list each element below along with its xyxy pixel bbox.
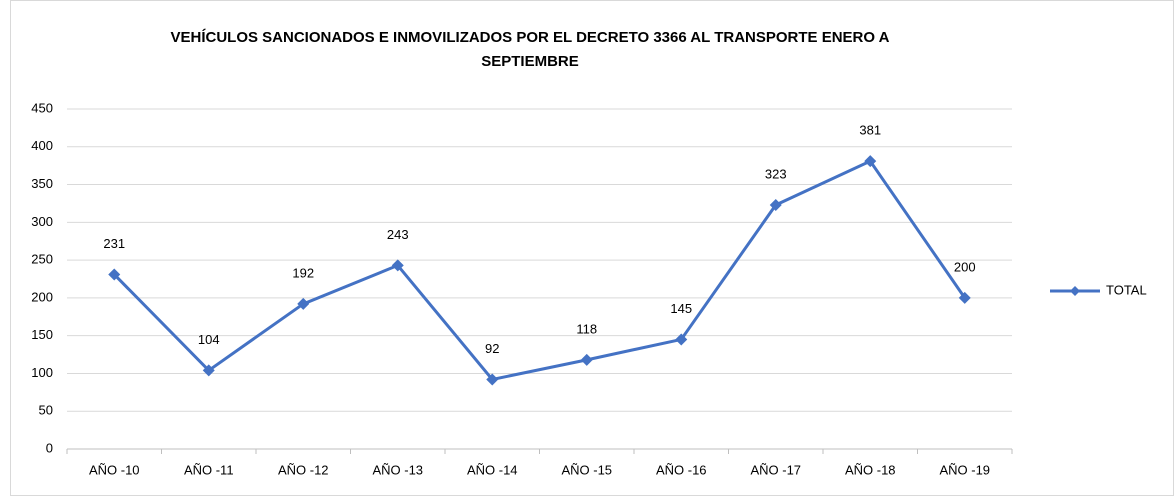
legend-marker bbox=[1070, 286, 1080, 296]
legend-label: TOTAL bbox=[1106, 282, 1147, 297]
data-label: 231 bbox=[103, 236, 125, 251]
data-marker bbox=[391, 259, 404, 272]
y-tick-label: 0 bbox=[46, 440, 53, 455]
y-tick-label: 50 bbox=[39, 403, 53, 418]
y-tick-label: 200 bbox=[31, 289, 53, 304]
data-label: 243 bbox=[387, 227, 409, 242]
y-tick-label: 400 bbox=[31, 138, 53, 153]
data-marker bbox=[864, 155, 877, 168]
data-marker bbox=[297, 297, 310, 310]
x-tick-label: AÑO -14 bbox=[467, 462, 518, 477]
data-label: 145 bbox=[670, 301, 692, 316]
x-tick-label: AÑO -13 bbox=[372, 462, 423, 477]
data-label: 323 bbox=[765, 166, 787, 181]
y-tick-label: 100 bbox=[31, 365, 53, 380]
x-tick-label: AÑO -15 bbox=[561, 462, 612, 477]
x-tick-label: AÑO -18 bbox=[845, 462, 896, 477]
data-marker bbox=[202, 364, 215, 377]
data-marker bbox=[108, 268, 121, 281]
chart-frame bbox=[10, 0, 1174, 496]
data-label: 92 bbox=[485, 341, 499, 356]
x-tick-label: AÑO -19 bbox=[939, 462, 990, 477]
data-label: 381 bbox=[859, 123, 881, 138]
data-label: 104 bbox=[198, 332, 220, 347]
x-tick-label: AÑO -12 bbox=[278, 462, 329, 477]
y-tick-label: 150 bbox=[31, 327, 53, 342]
data-marker bbox=[769, 198, 782, 211]
chart-title: VEHÍCULOS SANCIONADOS E INMOVILIZADOS PO… bbox=[170, 29, 890, 70]
x-tick-label: AÑO -11 bbox=[184, 462, 234, 477]
data-label: 192 bbox=[292, 265, 314, 280]
x-tick-label: AÑO -17 bbox=[750, 462, 801, 477]
y-tick-label: 450 bbox=[31, 100, 53, 115]
y-tick-label: 300 bbox=[31, 214, 53, 229]
y-tick-label: 250 bbox=[31, 252, 53, 267]
data-label: 118 bbox=[576, 321, 597, 336]
x-tick-label: AÑO -16 bbox=[656, 462, 707, 477]
data-marker bbox=[580, 353, 593, 366]
y-tick-label: 350 bbox=[31, 176, 53, 191]
data-line bbox=[113, 159, 966, 382]
data-marker bbox=[958, 291, 971, 304]
data-marker bbox=[486, 373, 499, 386]
data-marker bbox=[675, 333, 688, 346]
x-tick-label: AÑO -10 bbox=[89, 462, 140, 477]
data-label: 200 bbox=[954, 259, 976, 274]
